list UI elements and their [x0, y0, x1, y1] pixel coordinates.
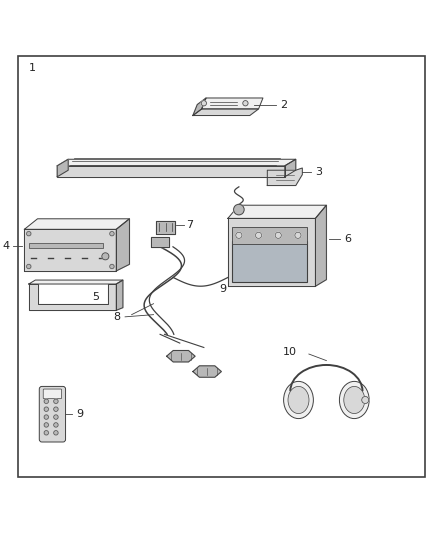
Ellipse shape [339, 382, 369, 418]
Polygon shape [25, 219, 130, 229]
Circle shape [362, 397, 369, 403]
Circle shape [44, 415, 49, 419]
Circle shape [275, 232, 281, 238]
Text: 4: 4 [2, 241, 9, 251]
Text: 3: 3 [315, 167, 322, 177]
Ellipse shape [288, 386, 309, 414]
Ellipse shape [284, 382, 313, 418]
FancyBboxPatch shape [43, 389, 62, 399]
Polygon shape [228, 219, 315, 286]
Circle shape [54, 431, 58, 435]
Circle shape [102, 253, 109, 260]
Polygon shape [193, 98, 206, 116]
Text: 7: 7 [186, 220, 194, 230]
Polygon shape [25, 229, 117, 271]
Text: 6: 6 [344, 233, 351, 244]
Circle shape [295, 232, 301, 238]
FancyBboxPatch shape [29, 243, 103, 248]
Polygon shape [228, 205, 326, 219]
Polygon shape [57, 159, 68, 177]
Text: 5: 5 [92, 292, 99, 302]
Polygon shape [29, 284, 117, 310]
Circle shape [44, 399, 49, 403]
Text: 10: 10 [283, 347, 297, 357]
Circle shape [54, 399, 58, 403]
Polygon shape [57, 159, 296, 166]
Polygon shape [117, 219, 130, 271]
FancyBboxPatch shape [232, 241, 307, 282]
Polygon shape [152, 237, 169, 247]
Circle shape [255, 232, 261, 238]
Circle shape [110, 231, 114, 236]
Text: 2: 2 [280, 100, 288, 110]
Text: 8: 8 [113, 312, 121, 322]
Circle shape [54, 407, 58, 411]
Ellipse shape [344, 386, 365, 414]
Circle shape [236, 232, 242, 238]
Circle shape [233, 204, 244, 215]
Polygon shape [267, 168, 302, 185]
Circle shape [54, 423, 58, 427]
Polygon shape [315, 205, 326, 286]
Circle shape [44, 423, 49, 427]
Polygon shape [193, 109, 258, 116]
Circle shape [27, 264, 31, 269]
Polygon shape [285, 159, 296, 177]
Circle shape [110, 264, 114, 269]
Circle shape [44, 407, 49, 411]
Text: 1: 1 [29, 63, 36, 73]
FancyBboxPatch shape [39, 386, 66, 442]
Circle shape [54, 415, 58, 419]
Polygon shape [117, 280, 123, 310]
FancyBboxPatch shape [232, 227, 307, 244]
Polygon shape [57, 166, 285, 177]
Polygon shape [155, 221, 175, 233]
Text: 9: 9 [219, 284, 226, 294]
Polygon shape [166, 351, 195, 362]
Circle shape [201, 101, 206, 106]
Text: 9: 9 [76, 409, 83, 419]
Polygon shape [201, 98, 263, 109]
Polygon shape [29, 280, 123, 284]
Polygon shape [193, 366, 221, 377]
Circle shape [243, 101, 248, 106]
Circle shape [44, 431, 49, 435]
Circle shape [27, 231, 31, 236]
